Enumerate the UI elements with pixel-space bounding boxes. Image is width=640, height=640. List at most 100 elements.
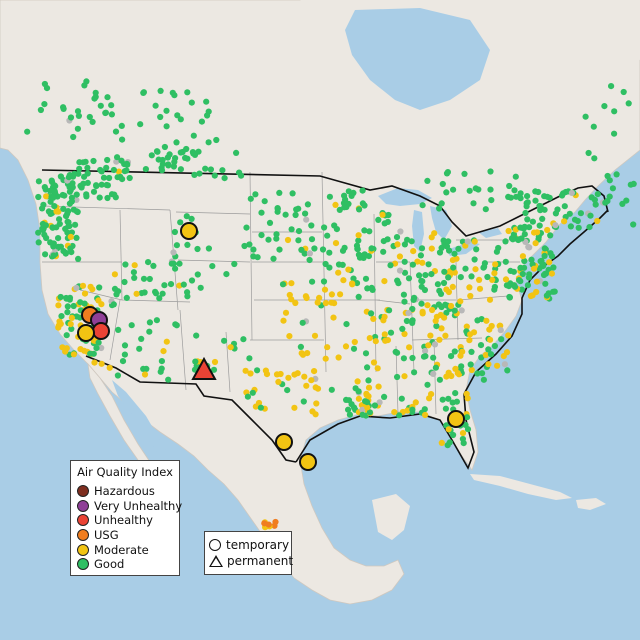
good-station-dot[interactable] <box>371 402 378 409</box>
good-station-dot[interactable] <box>541 245 548 252</box>
moderate-station-dot[interactable] <box>419 259 426 266</box>
good-station-dot[interactable] <box>145 259 152 266</box>
good-station-dot[interactable] <box>384 236 391 243</box>
good-station-dot[interactable] <box>356 254 364 261</box>
good-station-dot[interactable] <box>207 166 214 173</box>
moderate-station-dot[interactable] <box>331 300 338 307</box>
moderate-station-dot[interactable] <box>486 296 494 303</box>
moderate-station-dot[interactable] <box>345 266 352 273</box>
moderate-station-dot[interactable] <box>355 395 362 402</box>
moderate-station-dot[interactable] <box>488 322 495 330</box>
good-station-dot[interactable] <box>138 290 145 297</box>
good-station-dot[interactable] <box>158 167 166 174</box>
good-station-dot[interactable] <box>172 155 179 162</box>
good-station-dot[interactable] <box>192 358 199 365</box>
moderate-station-dot[interactable] <box>451 269 458 276</box>
moderate-station-dot[interactable] <box>355 232 362 239</box>
moderate-station-dot[interactable] <box>561 218 568 225</box>
good-station-dot[interactable] <box>161 282 168 289</box>
good-station-dot[interactable] <box>453 398 460 405</box>
good-station-dot[interactable] <box>102 109 109 117</box>
good-station-dot[interactable] <box>424 381 431 388</box>
moderate-station-dot[interactable] <box>370 315 377 322</box>
good-station-dot[interactable] <box>241 242 248 250</box>
moderate-station-dot[interactable] <box>401 330 408 338</box>
moderate-station-dot[interactable] <box>438 439 445 446</box>
moderate-station-dot[interactable] <box>354 378 361 385</box>
highlighted-monitor-unhealthy-temporary[interactable] <box>92 322 110 340</box>
good-station-dot[interactable] <box>35 193 42 201</box>
good-station-dot[interactable] <box>485 346 492 353</box>
good-station-dot[interactable] <box>57 293 64 301</box>
good-station-dot[interactable] <box>417 252 424 259</box>
good-station-dot[interactable] <box>174 112 181 119</box>
good-station-dot[interactable] <box>587 212 594 219</box>
good-station-dot[interactable] <box>172 321 179 328</box>
good-station-dot[interactable] <box>400 355 407 362</box>
good-station-dot[interactable] <box>468 348 475 355</box>
good-station-dot[interactable] <box>183 213 190 220</box>
good-station-dot[interactable] <box>39 205 46 212</box>
good-station-dot[interactable] <box>443 309 450 316</box>
good-station-dot[interactable] <box>510 231 517 238</box>
good-station-dot[interactable] <box>451 307 458 314</box>
good-station-dot[interactable] <box>205 245 212 252</box>
good-station-dot[interactable] <box>452 390 459 397</box>
moderate-station-dot[interactable] <box>472 266 479 273</box>
no-data-station-dot[interactable] <box>501 361 508 368</box>
good-station-dot[interactable] <box>450 264 457 271</box>
moderate-station-dot[interactable] <box>483 317 490 324</box>
good-station-dot[interactable] <box>459 435 466 443</box>
good-station-dot[interactable] <box>575 224 582 231</box>
usg-station-dot[interactable] <box>261 520 268 527</box>
good-station-dot[interactable] <box>118 157 125 164</box>
good-station-dot[interactable] <box>381 393 388 400</box>
good-station-dot[interactable] <box>401 241 408 248</box>
good-station-dot[interactable] <box>304 201 311 208</box>
good-station-dot[interactable] <box>359 187 366 194</box>
good-station-dot[interactable] <box>219 167 226 174</box>
good-station-dot[interactable] <box>306 256 313 264</box>
good-station-dot[interactable] <box>108 102 115 109</box>
moderate-station-dot[interactable] <box>454 370 461 377</box>
good-station-dot[interactable] <box>363 399 371 406</box>
good-station-dot[interactable] <box>550 264 557 271</box>
moderate-station-dot[interactable] <box>314 299 321 306</box>
good-station-dot[interactable] <box>75 255 82 262</box>
good-station-dot[interactable] <box>401 258 408 265</box>
highlighted-monitor-moderate-temporary[interactable] <box>77 324 95 342</box>
good-station-dot[interactable] <box>439 396 446 403</box>
good-station-dot[interactable] <box>393 234 401 241</box>
good-station-dot[interactable] <box>519 270 526 278</box>
good-station-dot[interactable] <box>108 111 115 118</box>
good-station-dot[interactable] <box>340 200 348 207</box>
moderate-station-dot[interactable] <box>308 377 315 384</box>
good-station-dot[interactable] <box>441 268 448 275</box>
good-station-dot[interactable] <box>467 361 474 368</box>
moderate-station-dot[interactable] <box>382 337 389 344</box>
moderate-station-dot[interactable] <box>459 430 467 437</box>
good-station-dot[interactable] <box>477 342 485 349</box>
good-station-dot[interactable] <box>111 285 119 292</box>
good-station-dot[interactable] <box>561 203 568 210</box>
good-station-dot[interactable] <box>517 190 524 197</box>
good-station-dot[interactable] <box>167 281 175 288</box>
good-station-dot[interactable] <box>474 317 481 324</box>
good-station-dot[interactable] <box>51 188 58 195</box>
good-station-dot[interactable] <box>171 92 178 99</box>
good-station-dot[interactable] <box>188 277 196 284</box>
good-station-dot[interactable] <box>246 241 253 248</box>
good-station-dot[interactable] <box>484 273 491 281</box>
good-station-dot[interactable] <box>68 325 75 332</box>
good-station-dot[interactable] <box>81 173 88 180</box>
good-station-dot[interactable] <box>409 305 416 313</box>
moderate-station-dot[interactable] <box>548 270 556 277</box>
good-station-dot[interactable] <box>356 206 363 213</box>
no-data-station-dot[interactable] <box>405 309 412 317</box>
no-data-station-dot[interactable] <box>430 370 437 377</box>
good-station-dot[interactable] <box>343 321 350 328</box>
moderate-station-dot[interactable] <box>309 408 316 415</box>
good-station-dot[interactable] <box>502 258 509 265</box>
good-station-dot[interactable] <box>308 222 315 229</box>
good-station-dot[interactable] <box>177 166 184 173</box>
